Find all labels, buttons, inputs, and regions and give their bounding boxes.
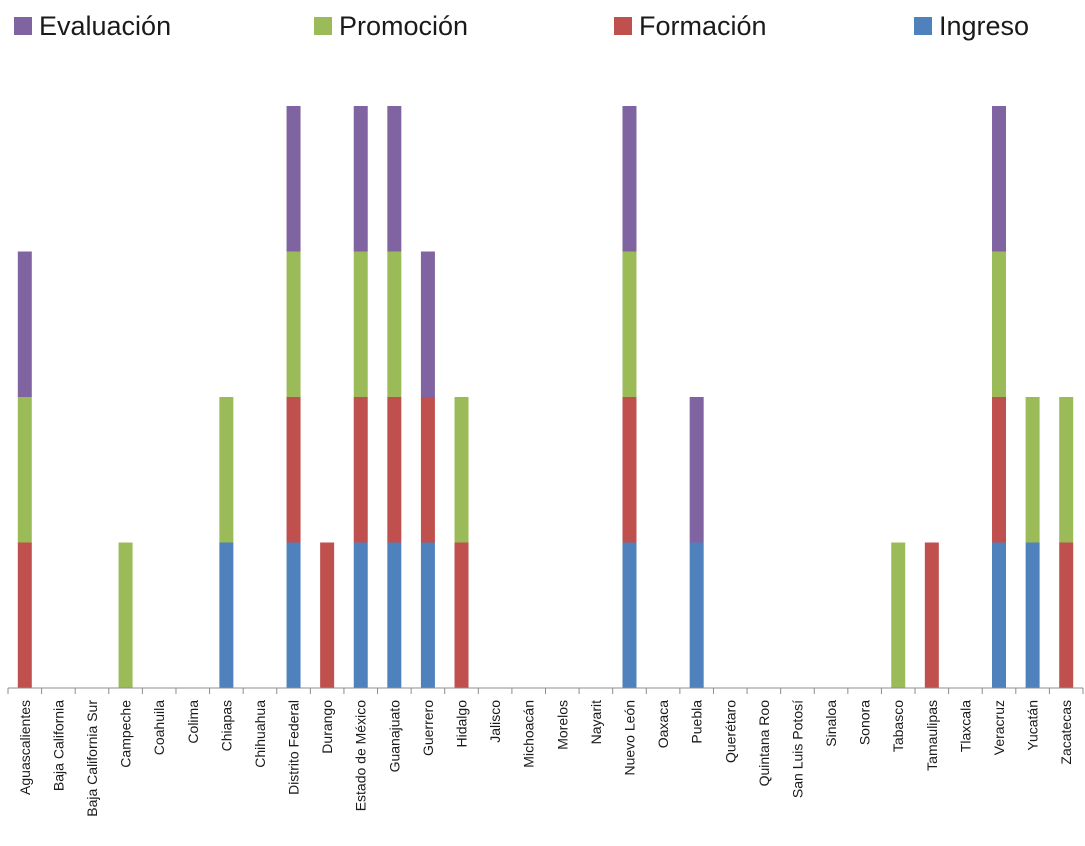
x-tick-label: Querétaro (722, 700, 738, 763)
x-tick-label: Chiapas (218, 700, 234, 751)
bar-segment (17, 397, 32, 543)
bar-segment (992, 251, 1007, 397)
bar-segment (286, 397, 301, 543)
x-tick-label: Quintana Roo (756, 700, 772, 787)
bar-segment (420, 397, 435, 543)
x-tick-label: Tamaulipas (924, 700, 940, 771)
bar-segment (454, 542, 469, 688)
bar-segment (622, 106, 637, 252)
bar-segment (622, 251, 637, 397)
bar-segment (219, 397, 234, 543)
bar-segment (387, 542, 402, 688)
bars (17, 106, 1074, 688)
x-tick-label: Oaxaca (655, 700, 671, 748)
x-axis-ticks (7, 688, 1084, 694)
legend-swatch-ingreso (914, 17, 932, 35)
x-tick-label: Tlaxcala (957, 700, 973, 752)
x-tick-label: Nayarit (588, 700, 604, 744)
bar-segment (924, 542, 939, 688)
x-tick-label: Morelos (554, 700, 570, 750)
bar-segment (387, 397, 402, 543)
legend-label-ingreso: Ingreso (939, 11, 1029, 41)
x-tick-label: Coahuila (151, 700, 167, 755)
legend-label-formacion: Formación (639, 11, 767, 41)
x-tick-label: Baja California (50, 700, 66, 791)
bar-segment (992, 397, 1007, 543)
bar-segment (387, 251, 402, 397)
x-tick-label: Yucatán (1025, 700, 1041, 751)
bar-segment (286, 542, 301, 688)
legend-label-evaluacion: Evaluación (39, 11, 171, 41)
bar-segment (1025, 542, 1040, 688)
x-tick-label: Veracruz (991, 700, 1007, 755)
x-tick-label: Chihuahua (252, 700, 268, 768)
bar-segment (219, 542, 234, 688)
legend-label-promocion: Promoción (339, 11, 468, 41)
x-tick-label: Guanajuato (386, 700, 402, 773)
x-tick-label: Guerrero (420, 700, 436, 756)
bar-segment (1059, 542, 1074, 688)
x-tick-label: Campeche (118, 700, 134, 768)
x-axis-tick-labels: Aguascalientes Baja California Baja Califo… (17, 700, 1074, 817)
bar-segment (353, 542, 368, 688)
bar-segment (118, 542, 133, 688)
bar-segment (387, 106, 402, 252)
x-tick-label: Nuevo León (621, 700, 637, 776)
bar-segment (286, 106, 301, 252)
x-tick-label: Michoacán (521, 700, 537, 768)
x-tick-label: Baja California Sur (84, 700, 100, 817)
bar-segment (1059, 397, 1074, 543)
x-tick-label: Estado de México (353, 700, 369, 811)
x-tick-label: Sonora (857, 700, 873, 745)
bar-segment (689, 542, 704, 688)
x-tick-label: Zacatecas (1058, 700, 1074, 765)
bar-segment (992, 106, 1007, 252)
legend-swatch-promocion (314, 17, 332, 35)
x-tick-label: Aguascalientes (17, 700, 33, 795)
bar-segment (17, 542, 32, 688)
bar-segment (420, 251, 435, 397)
bar-segment (320, 542, 335, 688)
bar-segment (17, 251, 32, 397)
x-tick-label: Colima (185, 700, 201, 744)
x-tick-label: Hidalgo (454, 700, 470, 748)
bar-segment (891, 542, 906, 688)
bar-segment (454, 397, 469, 543)
bar-segment (1025, 397, 1040, 543)
x-tick-label: Sinaloa (823, 700, 839, 747)
bar-segment (622, 397, 637, 543)
bar-segment (622, 542, 637, 688)
x-tick-label: Distrito Federal (286, 700, 302, 795)
x-tick-label: Tabasco (890, 700, 906, 752)
bar-segment (286, 251, 301, 397)
bar-segment (689, 397, 704, 543)
x-tick-label: Durango (319, 700, 335, 754)
bar-segment (992, 542, 1007, 688)
x-tick-label: Puebla (689, 700, 705, 744)
legend-swatch-formacion (614, 17, 632, 35)
bar-segment (353, 106, 368, 252)
bar-segment (420, 542, 435, 688)
legend-swatch-evaluacion (14, 17, 32, 35)
bar-segment (353, 397, 368, 543)
bar-segment (353, 251, 368, 397)
x-tick-label: San Luis Potosí (789, 700, 805, 798)
x-tick-label: Jalisco (487, 700, 503, 743)
legend: Evaluación Promoción Formación Ingreso (14, 11, 1029, 41)
